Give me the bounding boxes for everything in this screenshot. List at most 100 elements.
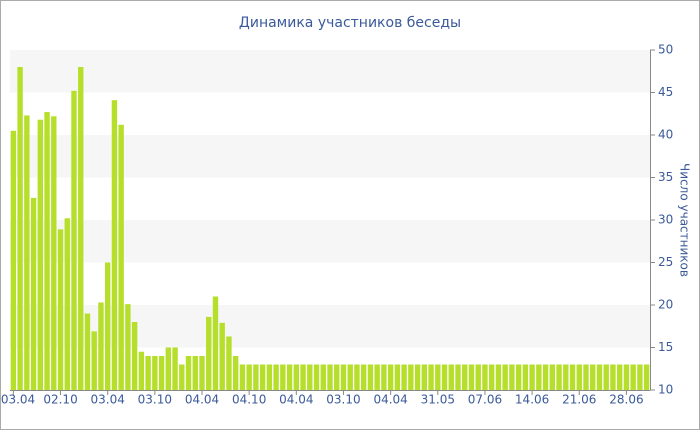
bar [603, 364, 609, 390]
bar [502, 364, 508, 390]
bar [616, 364, 623, 390]
x-tick-label: 03.04 [1, 393, 35, 407]
bar [394, 364, 401, 390]
bar [273, 364, 279, 390]
bar [293, 364, 300, 390]
bar [536, 364, 542, 390]
bar [327, 364, 333, 390]
x-tick-label: 07.06 [468, 393, 502, 407]
y-tick-label: 25 [658, 255, 673, 269]
bar [374, 364, 380, 390]
bar [30, 197, 37, 390]
x-tick-label: 14.06 [515, 393, 549, 407]
bar [576, 364, 582, 390]
bar [569, 364, 576, 390]
bar [125, 304, 131, 390]
bar [313, 364, 320, 390]
bar [71, 90, 77, 391]
bar [206, 316, 212, 390]
bar [145, 356, 151, 390]
chart-title: Динамика участников беседы [239, 15, 461, 31]
bar [428, 364, 434, 390]
bar [563, 364, 569, 390]
bar [10, 130, 17, 390]
bar [84, 313, 91, 390]
bar [482, 364, 488, 390]
bar [266, 364, 273, 390]
x-tick-label: 04.04 [279, 393, 313, 407]
grid-band [10, 220, 650, 263]
y-tick-label: 10 [658, 383, 673, 397]
bar [232, 356, 239, 390]
y-tick-label: 40 [658, 128, 673, 142]
bar [435, 364, 441, 390]
bar [91, 331, 97, 390]
grid-band [10, 135, 650, 178]
bar [259, 364, 266, 390]
bar [64, 218, 70, 390]
bar [529, 364, 535, 390]
bar [118, 124, 124, 391]
bar [78, 67, 84, 390]
bar [24, 115, 30, 390]
bar [347, 364, 353, 390]
x-tick-label: 03.04 [91, 393, 125, 407]
bar [401, 364, 407, 390]
bar [226, 336, 232, 390]
bar [414, 364, 421, 390]
bar [441, 364, 448, 390]
bar [421, 364, 428, 390]
bar [111, 100, 118, 391]
bar [44, 112, 50, 391]
bar [408, 364, 414, 390]
bar [495, 364, 502, 390]
bar [590, 364, 596, 390]
bar [138, 351, 145, 390]
bar [387, 364, 394, 390]
x-tick-label: 04.10 [232, 393, 266, 407]
bar [253, 364, 259, 390]
bar [37, 119, 44, 390]
bar [300, 364, 306, 390]
x-tick-label: 31.05 [421, 393, 455, 407]
bar [475, 364, 481, 390]
bar [360, 364, 367, 390]
x-tick-label: 04.04 [185, 393, 219, 407]
x-tick-label: 03.10 [326, 393, 360, 407]
bar [623, 364, 630, 390]
bar [17, 67, 23, 390]
bar [172, 347, 178, 390]
bar [57, 229, 64, 390]
bar [239, 364, 246, 390]
bar [488, 364, 495, 390]
bar [468, 364, 475, 390]
bar [556, 364, 562, 390]
bar [354, 364, 360, 390]
bar [381, 364, 387, 390]
bar [583, 364, 589, 390]
bar [522, 364, 529, 390]
y-tick-label: 15 [658, 340, 673, 354]
bar [630, 364, 636, 390]
x-tick-label: 03.10 [138, 393, 172, 407]
x-tick-label: 04.04 [373, 393, 407, 407]
bar [643, 364, 650, 390]
bar [515, 364, 522, 390]
y-tick-label: 50 [658, 43, 673, 57]
bar [334, 364, 340, 390]
y-tick-label: 30 [658, 213, 673, 227]
bar [509, 364, 515, 390]
bar [192, 356, 198, 390]
y-tick-label: 45 [658, 85, 673, 99]
bar [596, 364, 603, 390]
bar [455, 364, 461, 390]
x-tick-label: 02.10 [43, 393, 77, 407]
bar [131, 322, 138, 390]
bar [185, 356, 192, 390]
bar [152, 356, 158, 390]
bar [549, 364, 556, 390]
grid-band [10, 50, 650, 93]
bar [104, 262, 111, 390]
bar [165, 347, 172, 390]
y-tick-label: 20 [658, 298, 673, 312]
